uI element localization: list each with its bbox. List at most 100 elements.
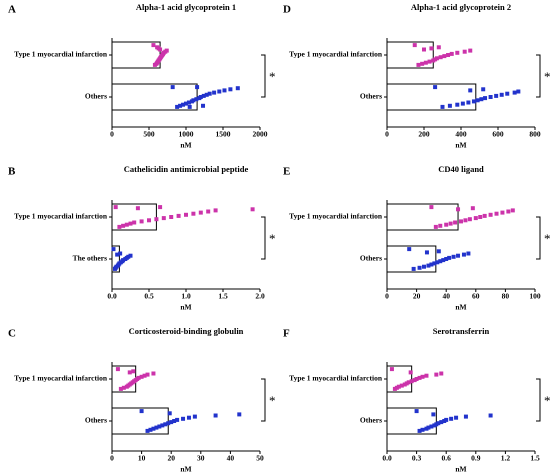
data-point — [478, 215, 483, 219]
x-tick-label: 50 — [256, 454, 264, 463]
category-label: Type 1 myocardial infarction — [289, 374, 383, 383]
category-label: Others — [360, 92, 382, 101]
data-point — [186, 415, 191, 420]
category-label: Type 1 myocardial infarction — [14, 212, 108, 221]
data-point — [479, 97, 484, 102]
data-point — [194, 97, 199, 102]
data-point — [139, 374, 144, 379]
data-point — [132, 220, 137, 225]
bar — [111, 83, 198, 111]
data-point — [468, 88, 473, 93]
data-point — [414, 409, 419, 414]
data-point — [151, 371, 156, 376]
data-point — [439, 371, 444, 376]
x-tick-label: 0.0 — [382, 454, 392, 463]
data-point — [228, 87, 233, 92]
data-point — [424, 250, 429, 255]
data-point — [481, 87, 486, 92]
data-point — [459, 219, 463, 224]
category-label: Others — [85, 416, 107, 425]
data-point — [186, 100, 191, 105]
x-axis-label: nM — [180, 141, 191, 150]
data-point — [213, 413, 218, 418]
x-tick-label: 100 — [529, 292, 541, 301]
bar — [111, 203, 157, 231]
data-point — [151, 43, 156, 48]
data-point — [449, 416, 454, 421]
significance-bracket — [536, 54, 541, 98]
panel-title: Alpha-1 acid glycoprotein 2 — [411, 2, 511, 12]
panel-title: Serotransferrin — [433, 326, 490, 336]
data-point — [414, 377, 419, 381]
data-point — [488, 413, 493, 418]
data-point — [192, 414, 197, 419]
x-axis-label: nM — [455, 303, 466, 312]
data-point — [121, 385, 126, 390]
data-point — [431, 412, 436, 417]
data-point — [462, 49, 467, 54]
data-point — [429, 424, 434, 429]
significance-label: * — [544, 69, 550, 84]
data-point — [135, 206, 140, 211]
data-point — [399, 383, 404, 388]
panel-title: Corticosteroid-binding globulin — [129, 326, 244, 336]
data-point — [142, 373, 147, 378]
x-tick-label: 0.3 — [412, 454, 422, 463]
data-point — [117, 224, 122, 229]
significance-label: * — [269, 393, 276, 408]
data-point — [201, 93, 206, 98]
data-point — [505, 91, 510, 96]
data-point — [422, 264, 426, 269]
data-point — [500, 210, 505, 215]
data-point — [444, 417, 449, 422]
x-tick-label: 0 — [110, 130, 114, 139]
data-point — [449, 51, 454, 56]
data-point — [420, 427, 425, 432]
data-point — [126, 254, 131, 259]
data-point — [475, 98, 480, 103]
data-point — [438, 259, 443, 264]
x-tick-label: 20 — [413, 292, 421, 301]
data-point — [198, 95, 203, 99]
x-tick-label: 0.5 — [144, 292, 154, 301]
x-tick-label: 40 — [442, 292, 450, 301]
data-point — [139, 219, 144, 224]
category-label: Type 1 myocardial infarction — [14, 50, 108, 59]
data-point — [420, 374, 425, 379]
data-point — [417, 265, 422, 270]
data-point — [191, 211, 196, 216]
data-point — [198, 210, 203, 215]
data-point — [128, 253, 133, 258]
data-point — [417, 428, 422, 433]
category-label: Type 1 myocardial infarction — [289, 50, 383, 59]
panel-label: A — [8, 4, 16, 16]
data-point — [145, 428, 150, 433]
data-point — [441, 258, 446, 263]
data-point — [436, 249, 441, 254]
category-label: The others — [73, 254, 107, 263]
x-tick-label: 20 — [167, 454, 175, 463]
data-point — [456, 253, 461, 258]
data-point — [473, 216, 478, 221]
data-point — [161, 216, 166, 221]
data-point — [471, 99, 476, 104]
data-point — [439, 420, 444, 425]
data-point — [172, 419, 177, 423]
data-point — [438, 55, 443, 60]
x-axis-label: nM — [180, 465, 191, 474]
data-point — [121, 258, 126, 263]
data-point — [494, 211, 499, 216]
bar — [386, 245, 437, 273]
data-point — [467, 217, 472, 222]
data-point — [436, 421, 441, 426]
x-tick-label: 800 — [529, 130, 541, 139]
data-point — [213, 208, 218, 213]
data-point — [206, 209, 211, 214]
data-point — [121, 223, 126, 228]
data-point — [455, 102, 460, 107]
data-point — [157, 424, 162, 429]
data-point — [466, 100, 471, 105]
data-point — [506, 209, 511, 214]
data-point — [426, 425, 431, 430]
